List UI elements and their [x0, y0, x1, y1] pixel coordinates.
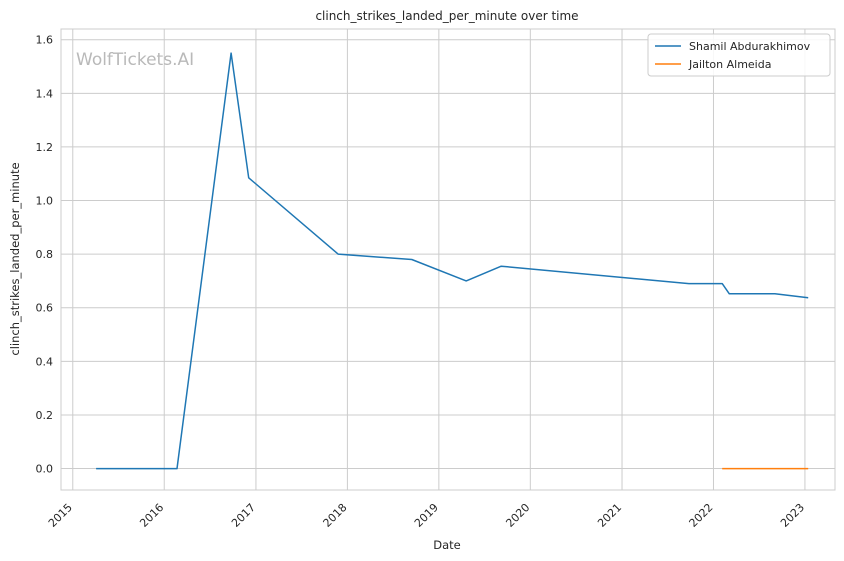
series	[96, 52, 809, 470]
watermark: WolfTickets.AI	[76, 50, 194, 70]
legend: Shamil Abdurakhimov Jailton Almeida	[647, 33, 831, 77]
x-tick-label: 2017	[229, 501, 258, 530]
y-axis-label: clinch_strikes_landed_per_minute	[8, 162, 22, 355]
y-tick-label: 1.0	[36, 195, 54, 208]
x-tick-label: 2022	[687, 501, 716, 530]
chart-title: clinch_strikes_landed_per_minute over ti…	[315, 9, 578, 23]
grid	[61, 29, 835, 490]
series-line-shamil-abdurakhimov	[96, 52, 809, 470]
x-axis-label: Date	[433, 538, 461, 552]
y-tick-label: 1.6	[36, 34, 54, 47]
ticks: 0.0 0.2 0.4 0.6 0.8 1.0 1.2 1.4 1.6 2015 2016 2017 2…	[36, 34, 808, 530]
x-tick-label: 2018	[321, 501, 350, 530]
y-tick-label: 0.0	[36, 463, 54, 476]
legend-label-jailton-almeida: Jailton Almeida	[688, 58, 771, 71]
plot-frame	[60, 28, 836, 491]
y-tick-label: 0.6	[36, 302, 54, 315]
y-tick-label: 1.2	[36, 141, 54, 154]
legend-label-shamil-abdurakhimov: Shamil Abdurakhimov	[689, 40, 811, 53]
x-tick-label: 2015	[46, 501, 75, 530]
x-tick-label: 2023	[778, 501, 807, 530]
y-tick-label: 0.2	[36, 409, 54, 422]
y-tick-label: 0.4	[36, 355, 54, 368]
x-tick-label: 2021	[595, 501, 624, 530]
y-tick-label: 1.4	[36, 87, 54, 100]
x-tick-label: 2020	[503, 501, 532, 530]
legend-box	[647, 33, 831, 77]
x-tick-label: 2019	[412, 501, 441, 530]
x-tick-label: 2016	[137, 501, 166, 530]
y-tick-label: 0.8	[36, 248, 54, 261]
